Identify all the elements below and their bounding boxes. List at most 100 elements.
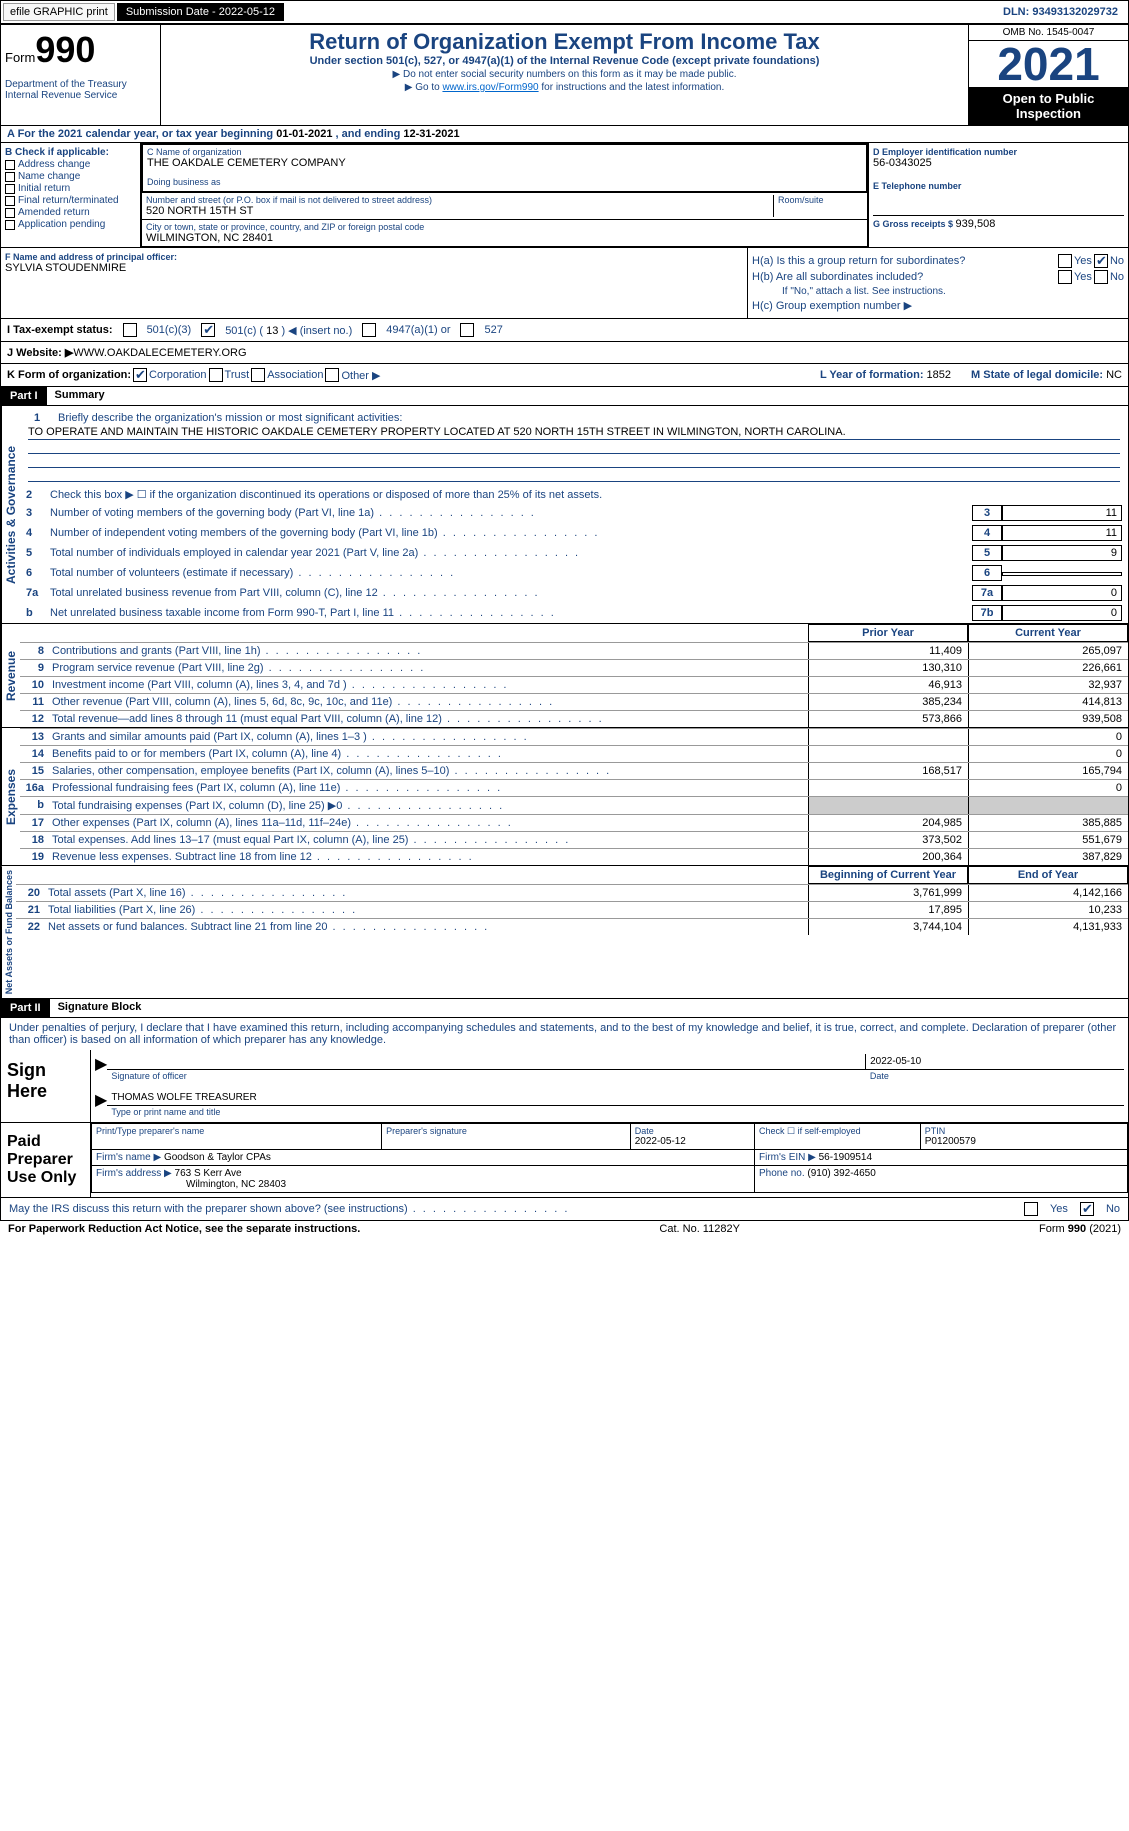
opt-corp: Corporation (149, 369, 206, 381)
chk-501c[interactable] (201, 323, 215, 337)
chk-final[interactable]: Final return/terminated (5, 195, 136, 206)
officer-name-line: THOMAS WOLFE TREASURER (107, 1090, 1124, 1106)
section-f: F Name and address of principal officer:… (1, 248, 748, 318)
chk-label: Name change (18, 171, 80, 182)
efile-print-button[interactable]: efile GRAPHIC print (3, 3, 115, 21)
paid-prep-row: Paid Preparer Use Only Print/Type prepar… (1, 1122, 1128, 1197)
prep-date-label: Date (635, 1126, 750, 1136)
firm-city: Wilmington, NC 28403 (96, 1179, 286, 1190)
form-prefix: Form (5, 50, 35, 65)
officer-h-row: F Name and address of principal officer:… (0, 248, 1129, 319)
irs-link[interactable]: www.irs.gov/Form990 (442, 82, 538, 93)
fin-line-19: 19Revenue less expenses. Subtract line 1… (20, 848, 1128, 865)
part1-bar: Part I Summary (0, 387, 1129, 406)
mission-text: TO OPERATE AND MAINTAIN THE HISTORIC OAK… (28, 426, 1120, 440)
firm-ein-label: Firm's EIN ▶ (759, 1152, 819, 1163)
chk-4947[interactable] (362, 323, 376, 337)
section-k: K Form of organization: Corporation Trus… (0, 364, 1129, 387)
prep-sig-label: Preparer's signature (386, 1126, 626, 1136)
fin-line-22: 22Net assets or fund balances. Subtract … (16, 918, 1128, 935)
chk-label: Final return/terminated (18, 195, 119, 206)
yes-text: Yes (1074, 255, 1092, 267)
chk-corp[interactable] (133, 368, 147, 382)
form-ref: Form 990 (2021) (1039, 1223, 1121, 1235)
checkbox-yes[interactable] (1058, 270, 1072, 284)
chk-amended[interactable]: Amended return (5, 207, 136, 218)
cat-no: Cat. No. 11282Y (360, 1223, 1039, 1235)
activities-content: 1Briefly describe the organization's mis… (20, 406, 1128, 623)
col-begin: Beginning of Current Year (808, 866, 968, 884)
checkbox-no[interactable] (1080, 1202, 1094, 1216)
gov-line-6: 6Total number of volunteers (estimate if… (20, 563, 1128, 583)
checkbox-yes[interactable] (1058, 254, 1072, 268)
side-revenue: Revenue (1, 624, 20, 727)
q2-text: Check this box ▶ ☐ if the organization d… (50, 488, 1122, 501)
signature-section: Under penalties of perjury, I declare th… (0, 1018, 1129, 1198)
line-2: 2Check this box ▶ ☐ if the organization … (20, 486, 1128, 503)
chk-trust[interactable] (209, 368, 223, 382)
chk-assoc[interactable] (251, 368, 265, 382)
no-text: No (1106, 1203, 1120, 1215)
revenue-section: Revenue Prior Year Current Year 8Contrib… (0, 624, 1129, 728)
firm-name: Goodson & Taylor CPAs (164, 1152, 271, 1163)
yes-text: Yes (1074, 271, 1092, 283)
activities-section: Activities & Governance 1Briefly describ… (0, 406, 1129, 624)
arrow-icon: ▶ (95, 1054, 107, 1082)
prep-name-label: Print/Type preparer's name (96, 1126, 377, 1136)
opt-4947: 4947(a)(1) or (386, 324, 450, 336)
chk-527[interactable] (460, 323, 474, 337)
period-b: , and ending (332, 128, 403, 140)
city-box: City or town, state or province, country… (141, 220, 868, 247)
chk-other[interactable] (325, 368, 339, 382)
ein-value: 56-0343025 (873, 157, 1124, 169)
chk-label: Amended return (18, 207, 90, 218)
fin-line-18: 18Total expenses. Add lines 13–17 (must … (20, 831, 1128, 848)
opt2-pre: 501(c) ( (225, 325, 266, 337)
officer-name-val: THOMAS WOLFE TREASURER (107, 1090, 1124, 1105)
prep-date: 2022-05-12 (635, 1136, 750, 1147)
firm-name-label: Firm's name ▶ (96, 1152, 164, 1163)
officer-label: F Name and address of principal officer: (5, 252, 743, 262)
city-label: City or town, state or province, country… (146, 222, 863, 232)
org-name-box: C Name of organization THE OAKDALE CEMET… (141, 143, 868, 193)
room-label: Room/suite (778, 195, 863, 205)
chk-address[interactable]: Address change (5, 159, 136, 170)
chk-501c3[interactable] (123, 323, 137, 337)
section-j: J Website: ▶ WWW.OAKDALECEMETERY.ORG (0, 342, 1129, 364)
part2-header: Part II (1, 999, 50, 1017)
gov-line-b: bNet unrelated business taxable income f… (20, 603, 1128, 623)
checkbox-yes[interactable] (1024, 1202, 1038, 1216)
fin-line-11: 11Other revenue (Part VIII, column (A), … (20, 693, 1128, 710)
chk-pending[interactable]: Application pending (5, 219, 136, 230)
paid-prep-label: Paid Preparer Use Only (1, 1123, 91, 1197)
period-end: 12-31-2021 (403, 128, 459, 140)
main-title: Return of Organization Exempt From Incom… (169, 29, 960, 55)
sig-intro: Under penalties of perjury, I declare th… (1, 1018, 1128, 1050)
h-b-label: H(b) Are all subordinates included? (752, 271, 1056, 283)
name-title-label: Type or print name and title (107, 1106, 1124, 1118)
period-row: A For the 2021 calendar year, or tax yea… (0, 126, 1129, 143)
officer-name: SYLVIA STOUDENMIRE (5, 262, 743, 274)
section-b-header: B Check if applicable: (5, 147, 136, 158)
prep-row-3: Firm's address ▶ 763 S Kerr AveWilmingto… (92, 1166, 1128, 1193)
h-note: If "No," attach a list. See instructions… (752, 286, 1124, 297)
form-num: 990 (35, 29, 95, 70)
checkbox-no[interactable] (1094, 254, 1108, 268)
chk-label: Initial return (18, 183, 70, 194)
j-label: J Website: ▶ (7, 346, 73, 359)
section-c: C Name of organization THE OAKDALE CEMET… (141, 143, 868, 247)
no-text: No (1110, 271, 1124, 283)
chk-label: Application pending (18, 219, 105, 230)
dln: DLN: 93493132029732 (993, 4, 1128, 20)
note-2-pre: ▶ Go to (405, 82, 443, 93)
checkbox-icon (5, 172, 15, 182)
fin-line-17: 17Other expenses (Part IX, column (A), l… (20, 814, 1128, 831)
opt-assoc: Association (267, 369, 323, 381)
checkbox-no[interactable] (1094, 270, 1108, 284)
ptin-label: PTIN (925, 1126, 1123, 1136)
chk-name[interactable]: Name change (5, 171, 136, 182)
gov-line-5: 5Total number of individuals employed in… (20, 543, 1128, 563)
title-box: Return of Organization Exempt From Incom… (161, 25, 968, 125)
chk-initial[interactable]: Initial return (5, 183, 136, 194)
side-activities: Activities & Governance (1, 406, 20, 623)
